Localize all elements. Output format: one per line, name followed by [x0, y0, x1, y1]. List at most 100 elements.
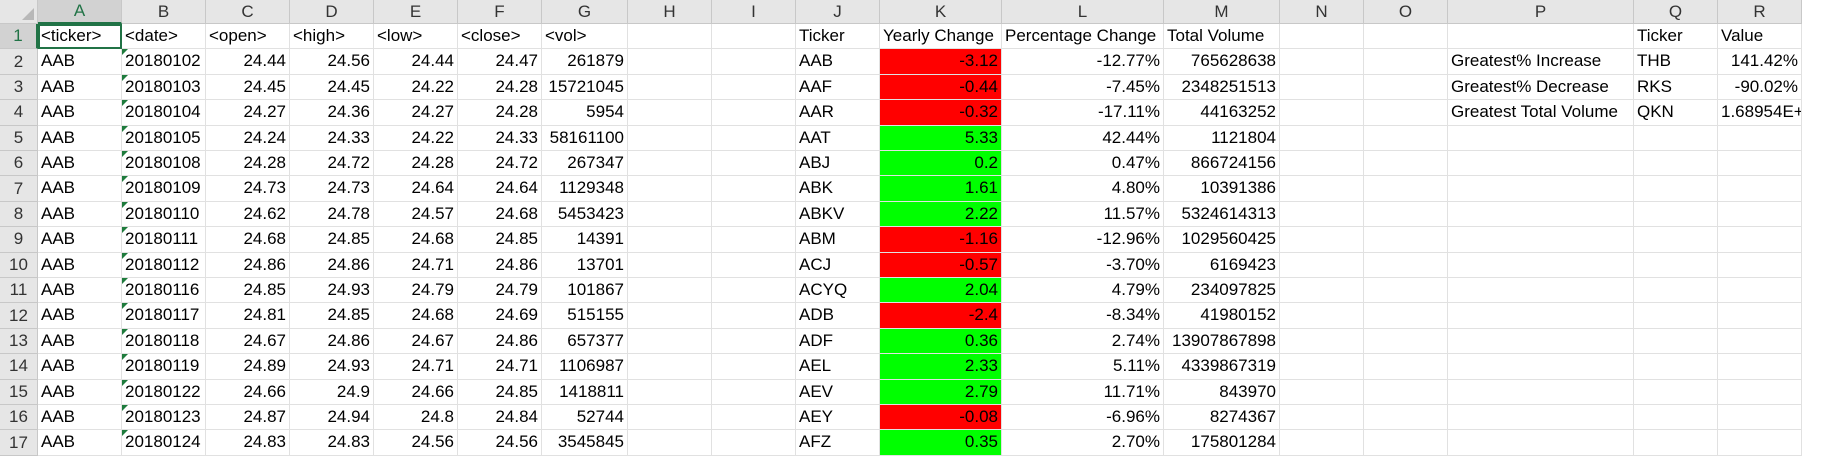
column-header-n[interactable]: N [1280, 0, 1364, 24]
cell-n10[interactable] [1280, 252, 1364, 278]
cell-f17[interactable]: 24.56 [458, 430, 542, 456]
cell-h12[interactable] [628, 303, 712, 329]
cell-c7[interactable]: 24.73 [206, 176, 290, 202]
cell-q8[interactable] [1634, 201, 1718, 228]
cell-j1[interactable]: Ticker [796, 24, 880, 50]
cell-a13[interactable]: AAB [38, 328, 122, 355]
cell-d7[interactable]: 24.73 [290, 176, 374, 202]
cell-a17[interactable]: AAB [38, 430, 122, 456]
column-header-g[interactable]: G [542, 0, 628, 24]
row-header-16[interactable]: 16 [0, 405, 38, 431]
cell-j10[interactable]: ACJ [796, 252, 880, 278]
cell-g2[interactable]: 261879 [542, 49, 628, 75]
cell-e12[interactable]: 24.68 [374, 303, 458, 329]
cell-d10[interactable]: 24.86 [290, 252, 374, 278]
cell-r5[interactable] [1718, 125, 1802, 151]
cell-r8[interactable] [1718, 201, 1802, 228]
row-header-4[interactable]: 4 [0, 100, 38, 126]
cell-c17[interactable]: 24.83 [206, 430, 290, 456]
cell-c10[interactable]: 24.86 [206, 252, 290, 278]
cell-m8[interactable]: 5324614313 [1164, 201, 1280, 228]
cell-g7[interactable]: 1129348 [542, 176, 628, 202]
cell-d14[interactable]: 24.93 [290, 354, 374, 380]
row-header-13[interactable]: 13 [0, 328, 38, 355]
cell-l7[interactable]: 4.80% [1002, 176, 1164, 202]
cell-b14[interactable]: 20180119 [122, 354, 206, 380]
cell-m16[interactable]: 8274367 [1164, 405, 1280, 431]
cell-o12[interactable] [1364, 303, 1448, 329]
cell-e9[interactable]: 24.68 [374, 227, 458, 253]
cell-k1[interactable]: Yearly Change [880, 24, 1002, 50]
cell-e16[interactable]: 24.8 [374, 405, 458, 431]
cell-h7[interactable] [628, 176, 712, 202]
cell-e17[interactable]: 24.56 [374, 430, 458, 456]
cell-d9[interactable]: 24.85 [290, 227, 374, 253]
cell-p12[interactable] [1448, 303, 1634, 329]
cell-b17[interactable]: 20180124 [122, 430, 206, 456]
cell-q15[interactable] [1634, 379, 1718, 405]
cell-q7[interactable] [1634, 176, 1718, 202]
cell-r6[interactable] [1718, 151, 1802, 177]
cell-h1[interactable] [628, 24, 712, 50]
cell-a11[interactable]: AAB [38, 278, 122, 304]
cell-p5[interactable] [1448, 125, 1634, 151]
cell-k9[interactable]: -1.16 [880, 227, 1002, 253]
cell-a10[interactable]: AAB [38, 252, 122, 278]
cell-l15[interactable]: 11.71% [1002, 379, 1164, 405]
cell-m11[interactable]: 234097825 [1164, 278, 1280, 304]
cell-j5[interactable]: AAT [796, 125, 880, 151]
cell-k2[interactable]: -3.12 [880, 49, 1002, 75]
cell-i14[interactable] [712, 354, 796, 380]
cell-a4[interactable]: AAB [38, 100, 122, 126]
cell-r13[interactable] [1718, 328, 1802, 355]
cell-e7[interactable]: 24.64 [374, 176, 458, 202]
cell-r16[interactable] [1718, 405, 1802, 431]
column-header-c[interactable]: C [206, 0, 290, 24]
cell-q13[interactable] [1634, 328, 1718, 355]
cell-a16[interactable]: AAB [38, 405, 122, 431]
cell-e6[interactable]: 24.28 [374, 151, 458, 177]
select-all-corner[interactable] [0, 0, 38, 24]
cell-d15[interactable]: 24.9 [290, 379, 374, 405]
row-header-15[interactable]: 15 [0, 379, 38, 405]
row-header-11[interactable]: 11 [0, 278, 38, 304]
cell-o14[interactable] [1364, 354, 1448, 380]
cell-g13[interactable]: 657377 [542, 328, 628, 355]
cell-g1[interactable]: <vol> [542, 24, 628, 50]
cell-m17[interactable]: 175801284 [1164, 430, 1280, 456]
cell-l8[interactable]: 11.57% [1002, 201, 1164, 228]
cell-h17[interactable] [628, 430, 712, 456]
cell-n5[interactable] [1280, 125, 1364, 151]
cell-l14[interactable]: 5.11% [1002, 354, 1164, 380]
cell-p11[interactable] [1448, 278, 1634, 304]
cell-r11[interactable] [1718, 278, 1802, 304]
cell-m6[interactable]: 866724156 [1164, 151, 1280, 177]
cell-a1[interactable]: <ticker> [38, 24, 122, 50]
cell-h15[interactable] [628, 379, 712, 405]
cell-p7[interactable] [1448, 176, 1634, 202]
cell-e2[interactable]: 24.44 [374, 49, 458, 75]
cell-f8[interactable]: 24.68 [458, 201, 542, 228]
cell-q9[interactable] [1634, 227, 1718, 253]
cell-q4[interactable]: QKN [1634, 100, 1718, 126]
row-header-9[interactable]: 9 [0, 227, 38, 253]
cell-c1[interactable]: <open> [206, 24, 290, 50]
cell-f10[interactable]: 24.86 [458, 252, 542, 278]
cell-c12[interactable]: 24.81 [206, 303, 290, 329]
cell-o7[interactable] [1364, 176, 1448, 202]
cell-n3[interactable] [1280, 74, 1364, 101]
cell-o6[interactable] [1364, 151, 1448, 177]
column-header-f[interactable]: F [458, 0, 542, 24]
column-header-p[interactable]: P [1448, 0, 1634, 24]
cell-p1[interactable] [1448, 24, 1634, 50]
cell-f9[interactable]: 24.85 [458, 227, 542, 253]
cell-n15[interactable] [1280, 379, 1364, 405]
cell-b10[interactable]: 20180112 [122, 252, 206, 278]
cell-c15[interactable]: 24.66 [206, 379, 290, 405]
cell-g15[interactable]: 1418811 [542, 379, 628, 405]
cell-l10[interactable]: -3.70% [1002, 252, 1164, 278]
cell-r9[interactable] [1718, 227, 1802, 253]
cell-i4[interactable] [712, 100, 796, 126]
cell-o11[interactable] [1364, 278, 1448, 304]
